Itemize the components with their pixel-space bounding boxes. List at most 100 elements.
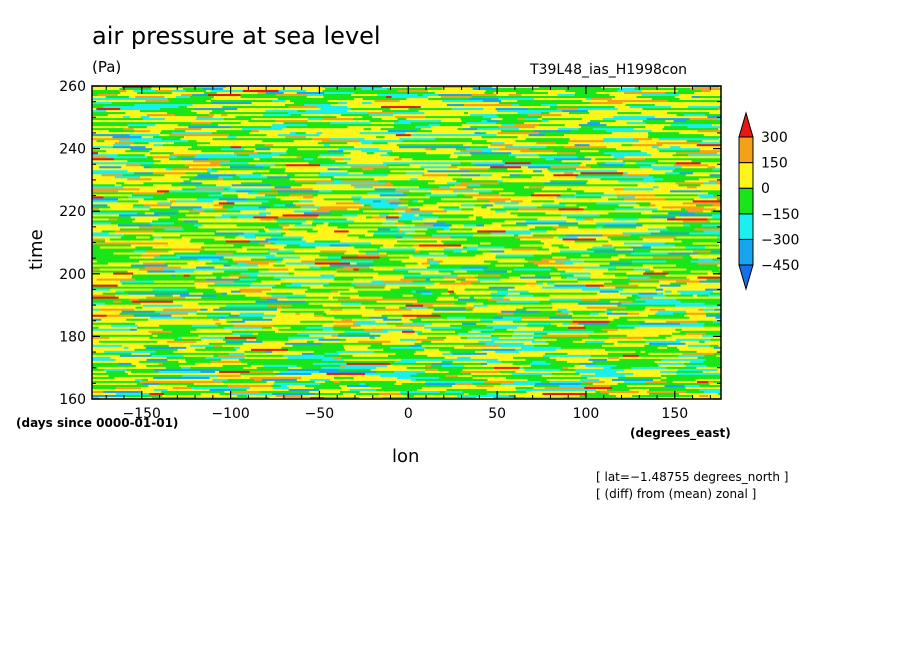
heatmap-cell bbox=[558, 224, 575, 227]
heatmap-cell bbox=[283, 122, 321, 125]
heatmap-cell bbox=[278, 328, 288, 332]
heatmap-cell bbox=[526, 112, 542, 115]
heatmap-cell bbox=[251, 282, 281, 285]
heatmap-cell bbox=[152, 210, 179, 213]
heatmap-cell bbox=[240, 162, 249, 165]
heatmap-cell bbox=[193, 86, 226, 89]
heatmap-cell bbox=[207, 300, 219, 303]
heatmap-cell bbox=[607, 388, 630, 392]
heatmap-cell bbox=[285, 204, 296, 207]
heatmap-cell bbox=[92, 382, 127, 386]
heatmap-cell bbox=[288, 106, 302, 109]
heatmap-cell bbox=[122, 174, 165, 177]
heatmap-cell bbox=[489, 200, 506, 203]
heatmap-cell bbox=[627, 318, 667, 322]
heatmap-cell bbox=[646, 380, 667, 384]
heatmap-cell bbox=[113, 252, 125, 255]
heatmap-cell bbox=[107, 100, 146, 103]
heatmap-cell bbox=[387, 142, 430, 145]
heatmap-cell bbox=[466, 286, 489, 289]
heatmap-cell bbox=[260, 218, 275, 221]
heatmap-cell bbox=[488, 312, 498, 316]
heatmap-cell bbox=[708, 108, 718, 111]
heatmap-cell bbox=[170, 216, 197, 219]
heatmap-cell bbox=[388, 354, 399, 358]
heatmap-cell bbox=[692, 298, 721, 301]
heatmap-cell bbox=[401, 202, 437, 205]
heatmap-cell bbox=[437, 136, 482, 139]
heatmap-cell bbox=[233, 210, 241, 213]
heatmap-cell bbox=[449, 92, 485, 95]
heatmap-cell bbox=[539, 124, 561, 127]
heatmap-cell bbox=[608, 268, 634, 271]
heatmap-cell bbox=[475, 276, 510, 279]
heatmap-cell bbox=[644, 308, 650, 312]
heatmap-cell bbox=[426, 238, 467, 241]
heatmap-cell bbox=[120, 236, 126, 239]
heatmap-cell bbox=[636, 222, 647, 225]
heatmap-cell bbox=[458, 298, 477, 301]
heatmap-cell bbox=[686, 192, 708, 195]
heatmap-cell bbox=[542, 246, 559, 249]
heatmap-cell bbox=[626, 350, 636, 354]
heatmap-cell bbox=[712, 170, 721, 173]
heatmap-cell bbox=[541, 380, 550, 384]
heatmap-cell bbox=[440, 268, 484, 271]
heatmap-cell bbox=[674, 168, 682, 171]
heatmap-cell bbox=[394, 122, 411, 125]
heatmap-cell bbox=[188, 140, 197, 143]
heatmap-cell bbox=[380, 334, 419, 338]
heatmap-cell bbox=[437, 296, 454, 299]
heatmap-cell bbox=[281, 374, 322, 378]
heatmap-cell bbox=[601, 318, 614, 322]
heatmap-cell bbox=[269, 220, 277, 223]
heatmap-cell bbox=[505, 200, 511, 203]
heatmap-cell bbox=[491, 332, 510, 336]
heatmap-cell bbox=[504, 246, 543, 249]
heatmap-cell bbox=[239, 314, 276, 318]
heatmap-cell bbox=[575, 224, 581, 227]
heatmap-cell bbox=[473, 214, 518, 217]
heatmap-cell bbox=[414, 352, 443, 356]
heatmap-cell bbox=[669, 242, 688, 245]
heatmap-cell bbox=[101, 184, 115, 187]
heatmap-cell bbox=[397, 118, 407, 121]
heatmap-cell bbox=[587, 336, 609, 340]
heatmap-cell bbox=[171, 184, 194, 187]
heatmap-cell bbox=[306, 96, 324, 99]
heatmap-cell bbox=[514, 234, 519, 237]
heatmap-cell bbox=[490, 242, 531, 245]
heatmap-cell bbox=[258, 206, 271, 209]
heatmap-cell bbox=[367, 346, 391, 350]
heatmap-cell bbox=[450, 228, 473, 231]
heatmap-cell bbox=[351, 196, 362, 199]
heatmap-cell bbox=[702, 210, 712, 213]
heatmap-cell bbox=[261, 202, 293, 205]
heatmap-cell bbox=[317, 208, 348, 211]
heatmap-cell bbox=[616, 194, 655, 197]
heatmap-cell bbox=[680, 146, 718, 149]
heatmap-cell bbox=[406, 194, 418, 197]
heatmap-cell bbox=[167, 264, 173, 267]
heatmap-cell bbox=[618, 204, 627, 207]
heatmap-cell bbox=[328, 150, 344, 153]
heatmap-cell bbox=[676, 298, 693, 301]
heatmap-cell bbox=[492, 222, 516, 225]
heatmap-cell bbox=[626, 122, 646, 125]
heatmap-cell bbox=[647, 136, 680, 139]
heatmap-cell bbox=[622, 232, 651, 235]
heatmap-cell bbox=[152, 288, 188, 291]
heatmap-cell bbox=[684, 200, 693, 203]
heatmap-cell bbox=[152, 246, 177, 249]
heatmap-cell bbox=[567, 308, 607, 312]
heatmap-cell bbox=[486, 392, 499, 396]
heatmap-cell bbox=[680, 284, 706, 287]
heatmap-cell bbox=[505, 318, 522, 322]
heatmap-cell bbox=[241, 128, 283, 131]
heatmap-cell bbox=[122, 86, 152, 89]
heatmap-cell bbox=[516, 388, 553, 392]
heatmap-cell bbox=[223, 118, 252, 121]
heatmap-cell bbox=[657, 208, 681, 211]
heatmap-cell bbox=[330, 290, 339, 293]
heatmap-cell bbox=[249, 376, 265, 380]
